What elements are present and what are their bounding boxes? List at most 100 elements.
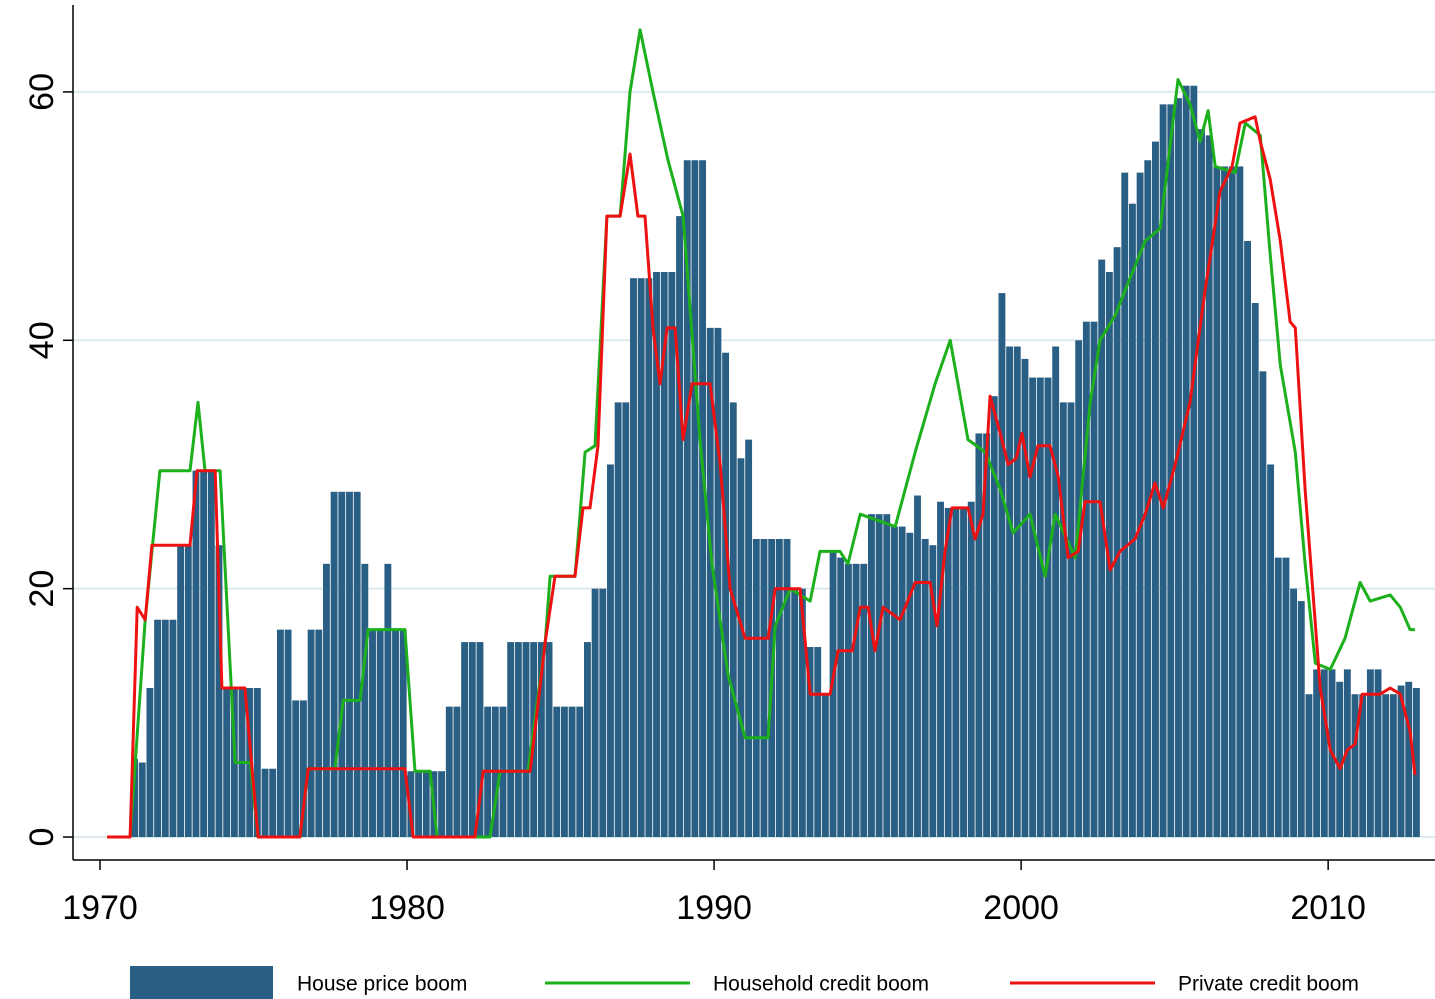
bar (1366, 669, 1374, 838)
bar (438, 771, 446, 838)
bar (392, 629, 399, 838)
bar (131, 758, 138, 838)
bar (568, 706, 576, 838)
bar (545, 642, 553, 838)
y-tick-label: 60 (23, 73, 61, 111)
bar (1036, 377, 1044, 838)
bar (737, 458, 745, 838)
bar (714, 327, 722, 838)
bar (821, 694, 829, 838)
bar (169, 619, 177, 838)
legend-label: Private credit boom (1178, 973, 1359, 996)
bar (253, 688, 261, 838)
bar (514, 642, 522, 838)
bar (269, 768, 277, 838)
bar (1259, 371, 1267, 838)
bar (1113, 247, 1121, 838)
bar (706, 327, 714, 838)
bar (637, 278, 645, 838)
bar (1236, 166, 1244, 838)
bar (1059, 402, 1067, 838)
bar (722, 352, 730, 838)
bar (990, 396, 998, 838)
bar (1320, 669, 1328, 838)
line (107, 115, 1417, 839)
bar (1351, 694, 1359, 838)
bar (868, 514, 875, 838)
bar (929, 545, 937, 838)
bar (1412, 688, 1420, 838)
bar (683, 160, 691, 838)
bar (415, 771, 423, 838)
bar (660, 271, 668, 838)
bar (461, 642, 469, 838)
bar (653, 271, 660, 838)
bar (829, 551, 837, 838)
bar (952, 507, 960, 838)
x-tick-label: 1980 (369, 889, 445, 927)
y-tick-label: 20 (23, 570, 61, 608)
bar (453, 706, 461, 838)
bar (399, 629, 407, 838)
bar (844, 563, 852, 838)
bar (1336, 681, 1344, 838)
bar (699, 160, 707, 838)
bar (806, 647, 814, 838)
bar (1182, 85, 1190, 838)
bar (1405, 681, 1413, 838)
bar (200, 470, 208, 838)
bar (445, 706, 453, 838)
bar (983, 433, 991, 838)
bar (1021, 358, 1029, 838)
bar (1382, 694, 1390, 838)
bar (154, 619, 162, 838)
bar (1090, 321, 1098, 838)
bar (338, 491, 346, 838)
bar (1305, 694, 1313, 838)
bar (184, 545, 192, 838)
bar (537, 642, 545, 838)
bar (223, 688, 231, 838)
legend-label: House price boom (297, 973, 467, 996)
bar (783, 538, 791, 838)
bar (1136, 172, 1144, 838)
bar (299, 700, 307, 838)
x-tick-label: 1970 (62, 889, 138, 927)
bar (1144, 160, 1152, 838)
bar (1205, 135, 1213, 838)
bar (891, 526, 898, 838)
bar (353, 491, 361, 838)
bar-series (131, 85, 1420, 838)
bar (1313, 669, 1321, 838)
bar (146, 688, 154, 838)
bar (852, 563, 860, 838)
bar (1159, 104, 1167, 838)
bar (276, 629, 284, 838)
bar (1297, 601, 1305, 838)
bar (752, 538, 760, 838)
bar (607, 464, 614, 838)
bar (476, 642, 484, 838)
bar (507, 642, 515, 838)
bar (576, 706, 584, 838)
bar (1082, 321, 1090, 838)
bar (361, 563, 369, 838)
bar (1359, 694, 1367, 838)
legend-label: Household credit boom (713, 973, 929, 996)
bar (967, 501, 975, 838)
bar (192, 470, 200, 838)
x-tick-label: 2000 (983, 889, 1059, 927)
bar (837, 557, 845, 838)
bar (975, 433, 983, 838)
bar (944, 507, 952, 838)
bar (330, 491, 338, 838)
bar (522, 642, 530, 838)
bar (937, 501, 944, 838)
bar (1244, 240, 1251, 838)
bar (1282, 557, 1290, 838)
bar (645, 278, 653, 838)
bar (1128, 203, 1136, 838)
bar (1044, 377, 1052, 838)
